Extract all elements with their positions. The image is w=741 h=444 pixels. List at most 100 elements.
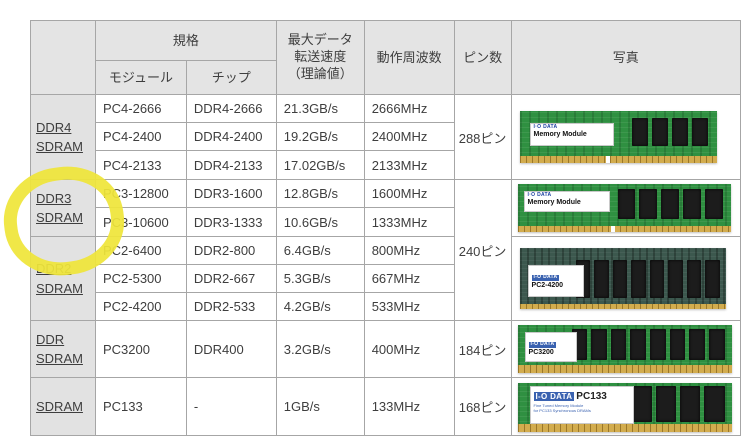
header-spec: 規格 bbox=[94, 20, 277, 61]
row-link-ddr4-sdram[interactable]: DDR4 SDRAM bbox=[30, 94, 96, 180]
memory-chip bbox=[686, 260, 702, 298]
sdram-brand-badge: I-O DATA bbox=[533, 392, 575, 402]
memory-spec-table: 規格 最大データ 転送速度 （理論値） 動作周波数 ピン数 写真 モジュール チ… bbox=[30, 20, 741, 436]
photo-ddr2: I-O DATA PC2-4200 bbox=[510, 236, 741, 321]
ddr3-brand-text: I·O DATA bbox=[527, 192, 552, 198]
memory-chip bbox=[682, 189, 701, 219]
ddr-label: I-O DATA PC3200 bbox=[524, 332, 577, 362]
ddr4-module-image: I·O DATA Memory Module bbox=[519, 111, 717, 163]
cell-module: PC2-6400 bbox=[94, 236, 187, 265]
cell-frequency: 400MHz bbox=[363, 320, 455, 378]
cell-chip: DDR4-2400 bbox=[185, 122, 277, 151]
cell-speed: 12.8GB/s bbox=[275, 179, 365, 208]
cell-speed: 3.2GB/s bbox=[275, 320, 365, 378]
cell-pins-ddr: 184ピン bbox=[453, 320, 512, 378]
ddr4-label-text: Memory Module bbox=[533, 130, 587, 138]
ddr2-label-text: PC2-4200 bbox=[531, 281, 564, 289]
cell-module: PC133 bbox=[94, 377, 187, 436]
cell-chip: DDR4-2666 bbox=[185, 94, 277, 123]
ddr2-chips bbox=[574, 260, 722, 298]
cell-frequency: 1333MHz bbox=[363, 207, 455, 237]
row-link-ddr2-sdram[interactable]: DDR2 SDRAM bbox=[30, 236, 96, 321]
ddr3-module-image: I·O DATA Memory Module bbox=[517, 184, 731, 232]
cell-chip: DDR3-1600 bbox=[185, 179, 277, 208]
memory-chip bbox=[704, 386, 725, 422]
ddr-gold-edge bbox=[517, 365, 732, 373]
cell-pins-sdram: 168ピン bbox=[453, 377, 512, 436]
ddr3-label-text: Memory Module bbox=[527, 198, 581, 206]
ddr4-chips bbox=[630, 118, 710, 146]
cell-module: PC4-2666 bbox=[94, 94, 187, 123]
cell-speed: 5.3GB/s bbox=[275, 264, 365, 293]
cell-frequency: 2666MHz bbox=[363, 94, 455, 123]
memory-chip bbox=[669, 329, 686, 360]
memory-chip bbox=[705, 260, 720, 298]
cell-frequency: 133MHz bbox=[363, 377, 455, 436]
cell-module: PC2-4200 bbox=[94, 292, 187, 321]
ddr4-link-line2[interactable]: SDRAM bbox=[36, 139, 83, 154]
memory-chip bbox=[704, 189, 723, 219]
memory-chip bbox=[649, 260, 665, 298]
ddr-link-line2[interactable]: SDRAM bbox=[36, 351, 83, 366]
ddr2-label: I-O DATA PC2-4200 bbox=[527, 265, 584, 297]
memory-chip bbox=[612, 260, 628, 298]
memory-chip bbox=[631, 118, 648, 146]
memory-chip bbox=[691, 118, 708, 146]
sdram-label-subtext1: Fine Tuned Memory Module bbox=[533, 402, 584, 408]
cell-speed: 21.3GB/s bbox=[275, 94, 365, 123]
ddr4-link-line1[interactable]: DDR4 bbox=[36, 119, 72, 135]
ddr3-link-line2[interactable]: SDRAM bbox=[36, 210, 83, 225]
ddr3-gold-edge bbox=[517, 226, 731, 232]
sdram-chips bbox=[630, 386, 727, 422]
ddr-module-image: I-O DATA PC3200 bbox=[517, 325, 732, 373]
cell-pins-ddr3-ddr2: 240ピン bbox=[453, 179, 512, 321]
header-chip: チップ bbox=[185, 60, 277, 95]
cell-speed: 10.6GB/s bbox=[275, 207, 365, 237]
cell-chip: DDR4-2133 bbox=[185, 150, 277, 180]
ddr4-brand-text: I·O DATA bbox=[533, 124, 558, 130]
header-max-transfer: 最大データ 転送速度 （理論値） bbox=[275, 20, 365, 95]
cell-module: PC3-10600 bbox=[94, 207, 187, 237]
ddr3-link-line1[interactable]: DDR3 bbox=[36, 190, 72, 206]
cell-frequency: 1600MHz bbox=[363, 179, 455, 208]
cell-chip: DDR2-667 bbox=[185, 264, 277, 293]
cell-module: PC3200 bbox=[94, 320, 187, 378]
memory-chip bbox=[655, 386, 677, 422]
cell-module: PC4-2133 bbox=[94, 150, 187, 180]
header-photo: 写真 bbox=[510, 20, 741, 95]
memory-chip bbox=[689, 329, 705, 360]
row-link-sdram[interactable]: SDRAM bbox=[30, 377, 96, 436]
ddr-brand-badge: I-O DATA bbox=[528, 341, 557, 348]
cell-module: PC2-5300 bbox=[94, 264, 187, 293]
cell-pins-ddr4: 288ピン bbox=[453, 94, 512, 180]
memory-chip bbox=[668, 260, 683, 298]
sdram-label-text: PC133 bbox=[576, 391, 607, 402]
cell-frequency: 2133MHz bbox=[363, 150, 455, 180]
sdram-label: I-O DATA PC133 Fine Tuned Memory Module f… bbox=[529, 386, 634, 424]
ddr2-module-image: I-O DATA PC2-4200 bbox=[519, 248, 726, 309]
memory-chip bbox=[708, 329, 725, 360]
cell-chip: DDR3-1333 bbox=[185, 207, 277, 237]
cell-frequency: 533MHz bbox=[363, 292, 455, 321]
memory-chip bbox=[680, 386, 701, 422]
cell-speed: 1GB/s bbox=[275, 377, 365, 436]
corner-cell bbox=[30, 20, 96, 95]
ddr4-gold-edge bbox=[519, 156, 717, 163]
row-link-ddr3-sdram[interactable]: DDR3 SDRAM bbox=[30, 179, 96, 237]
header-frequency: 動作周波数 bbox=[363, 20, 455, 95]
memory-chip bbox=[630, 329, 647, 360]
cell-frequency: 800MHz bbox=[363, 236, 455, 265]
ddr-chips bbox=[570, 329, 727, 360]
cell-chip: - bbox=[185, 377, 277, 436]
ddr-link-line1[interactable]: DDR bbox=[36, 331, 65, 347]
header-max-transfer-line1: 最大データ bbox=[287, 32, 353, 48]
ddr2-link-line2[interactable]: SDRAM bbox=[36, 280, 83, 296]
cell-module: PC3-12800 bbox=[94, 179, 187, 208]
cell-module: PC4-2400 bbox=[94, 122, 187, 151]
ddr2-link-line1[interactable]: DDR2 bbox=[36, 261, 72, 276]
photo-ddr: I-O DATA PC3200 bbox=[510, 320, 741, 378]
row-link-ddr-sdram[interactable]: DDR SDRAM bbox=[30, 320, 96, 378]
memory-chip bbox=[617, 189, 636, 219]
sdram-link-line1[interactable]: SDRAM bbox=[36, 398, 83, 414]
